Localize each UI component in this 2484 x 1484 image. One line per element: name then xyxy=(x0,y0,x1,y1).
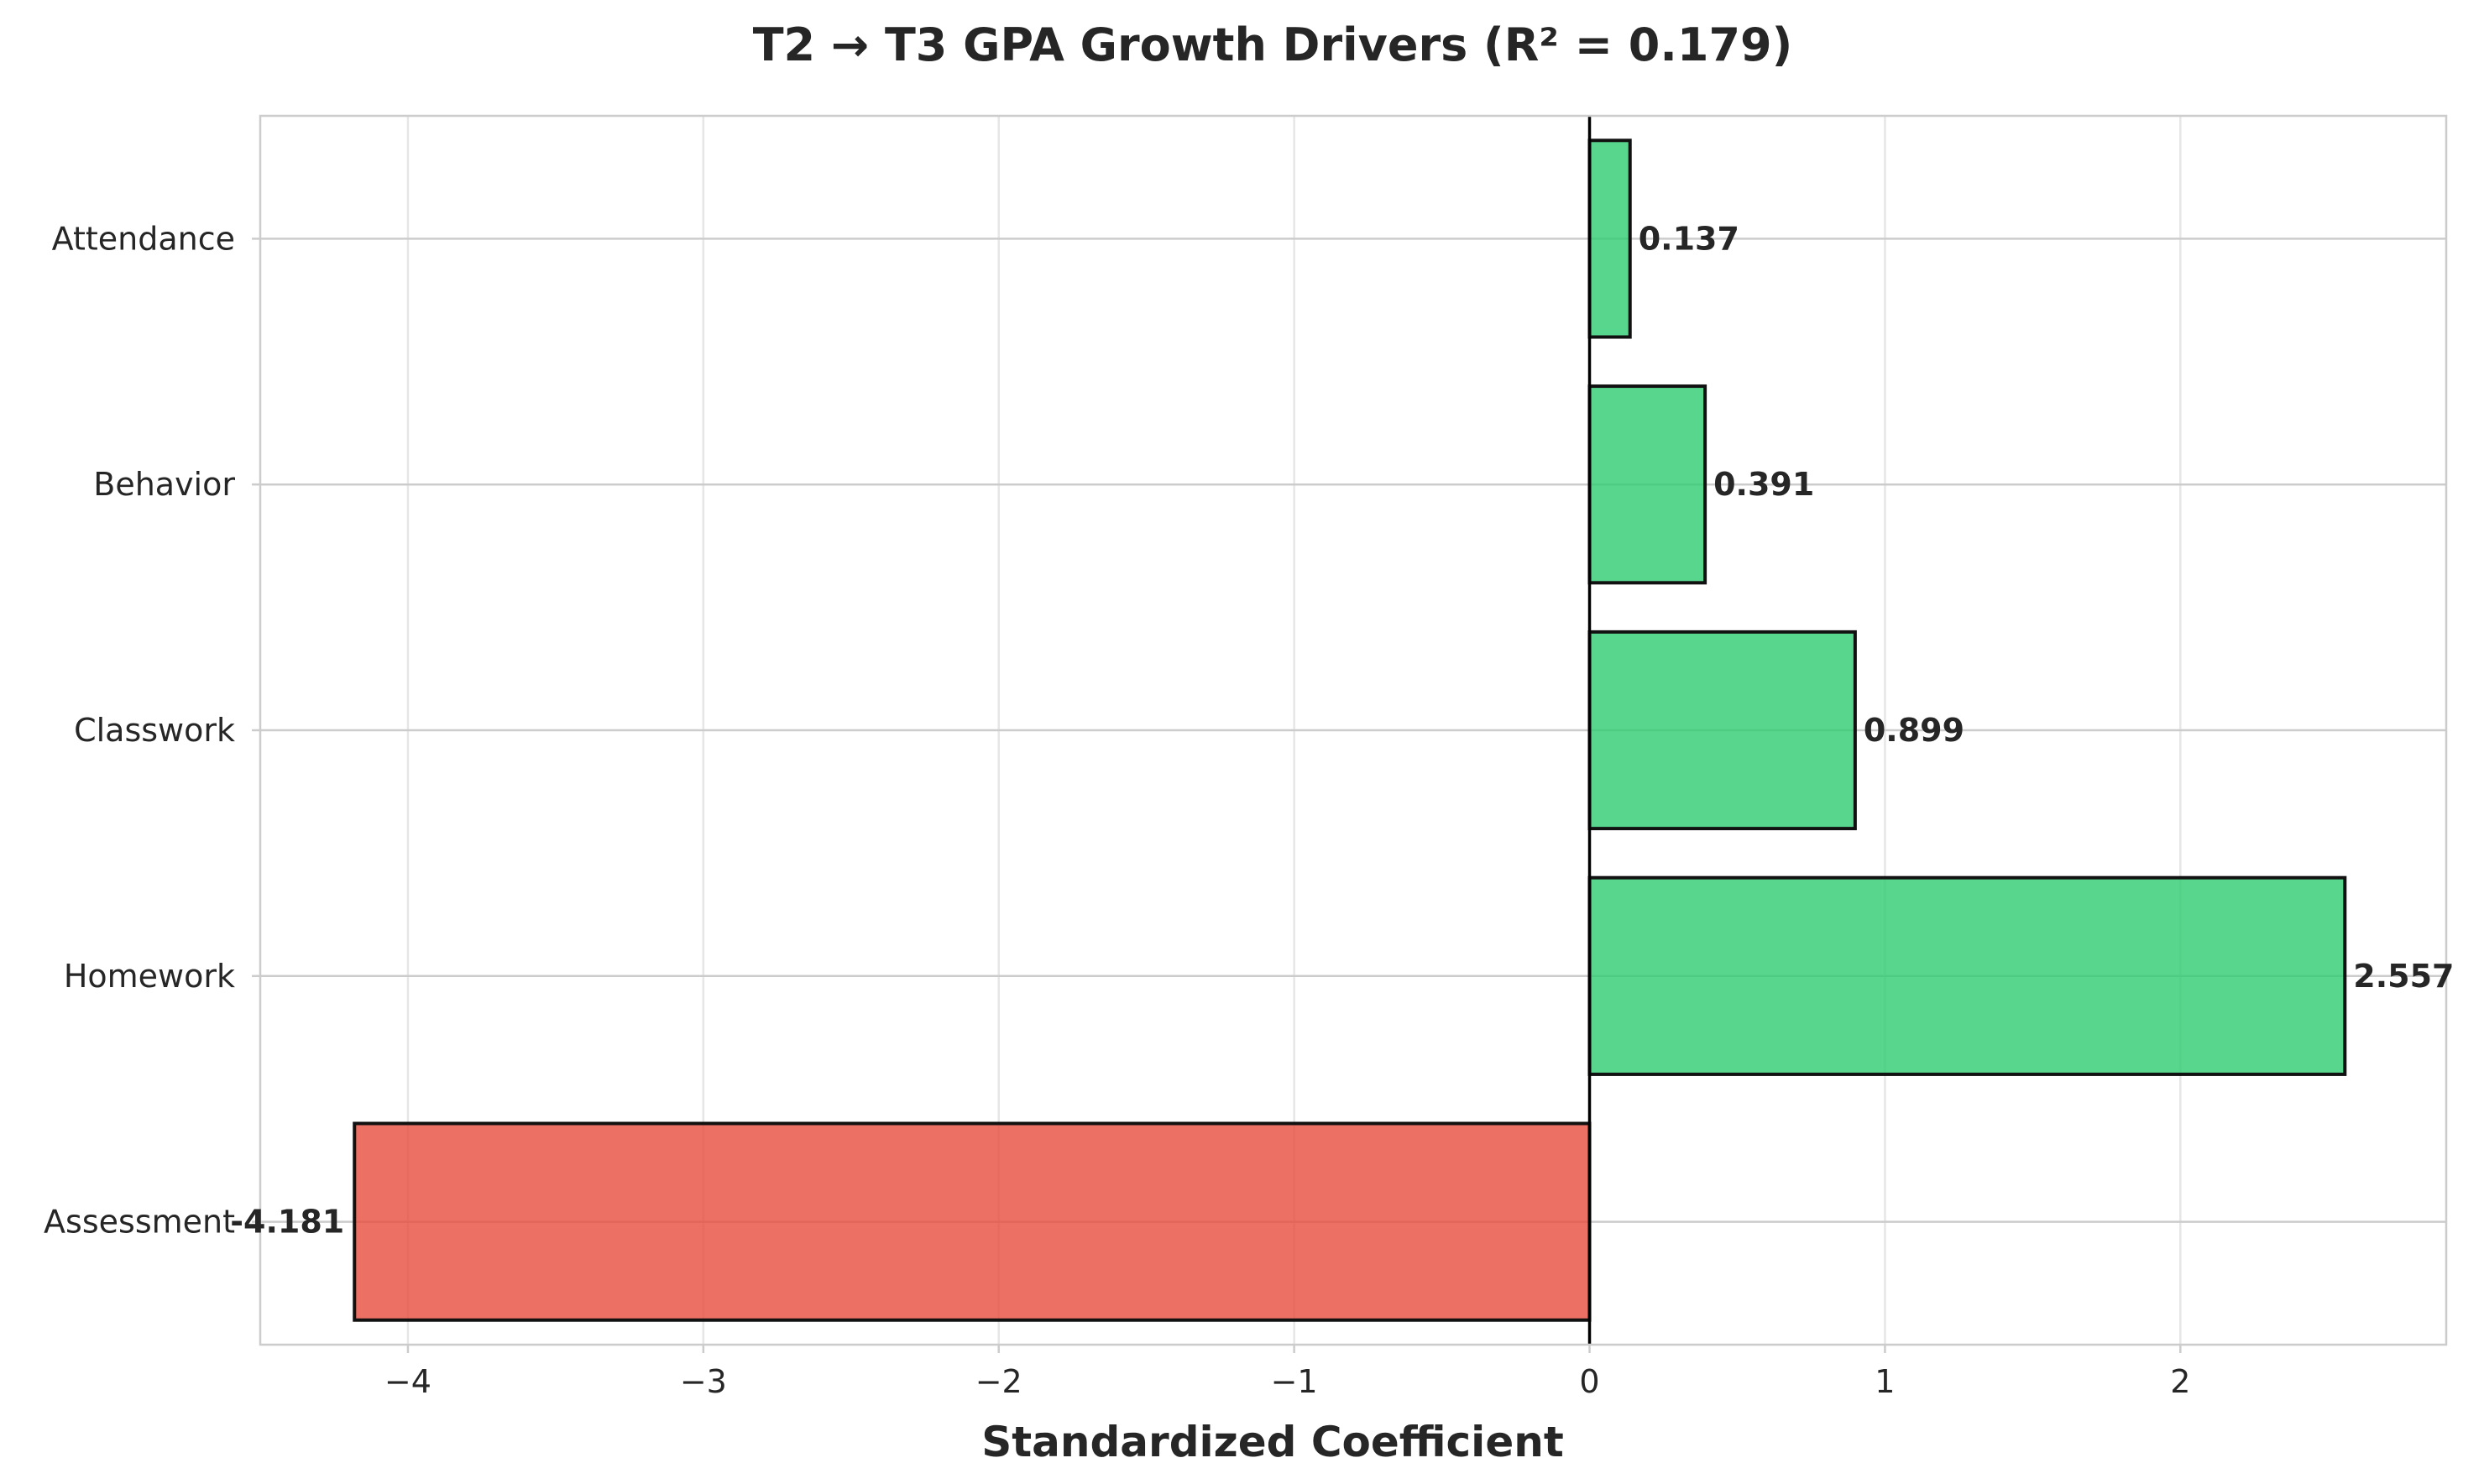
bar-assessment xyxy=(353,1121,1592,1322)
x-tick-label: 0 xyxy=(1579,1363,1599,1400)
x-tick-label: 2 xyxy=(2170,1363,2190,1400)
bar-layer xyxy=(353,138,2347,1322)
value-label: 0.391 xyxy=(1713,466,1814,503)
y-tick-label: Homework xyxy=(64,958,235,995)
chart-title: T2 → T3 GPA Growth Drivers (R² = 0.179) xyxy=(753,18,1793,71)
x-tick-label: −1 xyxy=(1271,1363,1318,1400)
y-tick-label: Classwork xyxy=(74,712,235,749)
y-tick-label: Attendance xyxy=(52,220,235,257)
bar-homework xyxy=(1587,875,2347,1076)
plot-frame xyxy=(259,114,2448,1346)
x-tick-label: 1 xyxy=(1875,1363,1895,1400)
value-label: 0.137 xyxy=(1639,220,1739,257)
bar-attendance xyxy=(1587,138,1632,339)
value-label: 0.899 xyxy=(1864,712,1964,749)
x-tick-label: −2 xyxy=(975,1363,1022,1400)
value-label: -4.181 xyxy=(230,1204,344,1241)
y-tick-label: Behavior xyxy=(93,466,235,503)
x-tick-label: −3 xyxy=(680,1363,727,1400)
x-axis-label: Standardized Coefficient xyxy=(981,1418,1563,1466)
bar-behavior xyxy=(1587,384,1707,585)
y-tick-label: Assessment xyxy=(44,1204,235,1241)
bar-classwork xyxy=(1587,630,1857,831)
value-label: 2.557 xyxy=(2353,958,2454,995)
label-layer: Attendance Behavior Classwork Homework Asses… xyxy=(44,220,2454,1240)
x-tick-label: −4 xyxy=(384,1363,431,1400)
axis-layer: −4 −3 −2 −1 0 1 2 xyxy=(252,114,2448,1400)
